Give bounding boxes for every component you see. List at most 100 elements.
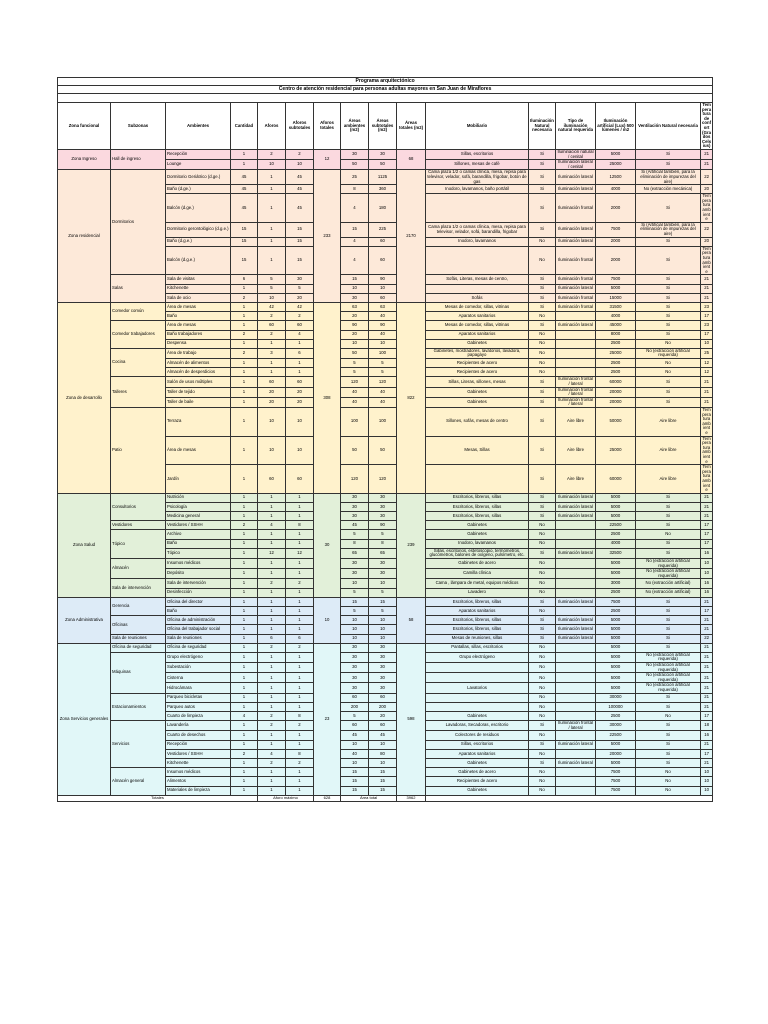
cell: 65 bbox=[340, 547, 369, 560]
cell: 1 bbox=[285, 692, 314, 703]
cell: 6 bbox=[285, 347, 314, 360]
cell: 21 bbox=[699, 624, 714, 635]
cell: 60 bbox=[285, 464, 314, 494]
cell: Iluminación lateral bbox=[555, 615, 596, 626]
cell bbox=[555, 605, 596, 617]
cell: 30 bbox=[340, 148, 369, 161]
subtitle-row: Centro de atención residencial para pers… bbox=[56, 85, 714, 94]
cell: 2 bbox=[230, 329, 258, 340]
cell: 1 bbox=[230, 633, 258, 644]
cell: 45 bbox=[230, 193, 258, 223]
cell: 12 bbox=[699, 358, 714, 369]
column-header: Tipo de iluminación natural requerida bbox=[555, 102, 596, 150]
program-row: Subestación 1 1 1 30 30 No 5000 No (extracción a… bbox=[57, 662, 714, 674]
cell bbox=[555, 710, 596, 722]
program-row: Almacén general Insumos médicos 1 1 1 15 15 Gab… bbox=[57, 767, 714, 796]
cell: No bbox=[528, 338, 556, 349]
cell: 1 bbox=[285, 367, 314, 378]
cell: 1 bbox=[257, 501, 286, 513]
cell: Iluminación lateral bbox=[555, 624, 596, 635]
cell: Aparatos sanitarios bbox=[425, 748, 529, 759]
cell: No bbox=[528, 587, 556, 598]
cell bbox=[425, 193, 529, 223]
cell: 2500 bbox=[595, 529, 636, 540]
cell: 21 bbox=[699, 283, 714, 294]
cell: Sala de reuniones bbox=[165, 633, 231, 644]
cell: Gabinetes bbox=[425, 520, 529, 531]
cell: 60 bbox=[368, 245, 397, 276]
column-header: Áreas subtotales (m2) bbox=[368, 102, 397, 150]
cell: 42 bbox=[257, 301, 286, 313]
cell: Insumos médicos bbox=[165, 557, 231, 570]
cell bbox=[555, 367, 596, 378]
aforos-totales: 308 bbox=[313, 301, 341, 494]
cell: 1 bbox=[285, 785, 314, 796]
cell: Colectores de residuos bbox=[425, 730, 529, 741]
cell: 25000 bbox=[595, 347, 636, 360]
cell: 30 bbox=[340, 557, 369, 570]
cell: 10 bbox=[340, 283, 369, 294]
cell: 15 bbox=[230, 245, 258, 276]
cell: Archivo bbox=[165, 529, 231, 540]
cell: 1 bbox=[285, 615, 314, 626]
cell bbox=[555, 520, 596, 531]
column-header: Subzonas bbox=[110, 102, 166, 150]
cell: 5000 bbox=[595, 682, 636, 694]
cell: Iluminación frontal bbox=[555, 301, 596, 313]
cell: 1 bbox=[230, 568, 258, 580]
cell: 2 bbox=[257, 642, 286, 653]
cell: 30 bbox=[340, 642, 369, 653]
cell: Gabinetes bbox=[425, 785, 529, 796]
cell: 1 bbox=[230, 464, 258, 494]
cell bbox=[555, 311, 596, 322]
cell: 5000 bbox=[595, 672, 636, 684]
cell: 5000 bbox=[595, 511, 636, 522]
table-body: Programa arquitectónico Centro de atenci… bbox=[56, 77, 714, 802]
cell: 1 bbox=[285, 776, 314, 787]
program-row: Zona Ingreso Hall de ingreso Recepción 1 2 2 1… bbox=[57, 148, 714, 171]
subzone: Hall de ingreso bbox=[110, 148, 166, 171]
cell bbox=[555, 776, 596, 787]
cell: 1 bbox=[257, 245, 286, 276]
cell: Iluminación frontal bbox=[555, 245, 596, 276]
cell: 1 bbox=[257, 701, 286, 713]
cell: 45 bbox=[285, 169, 314, 186]
cell: 10 bbox=[699, 776, 714, 787]
cell: Iluminación lateral bbox=[555, 492, 596, 503]
cell: 20 bbox=[257, 396, 286, 409]
cell: Si bbox=[635, 547, 701, 560]
cell: 17 bbox=[699, 605, 714, 617]
program-row: Almacén de desperdicios 1 1 1 5 5 Recipientes … bbox=[57, 367, 714, 378]
cell: Si bbox=[528, 193, 556, 223]
cell: Almacén de desperdicios bbox=[165, 367, 231, 378]
cell: 2 bbox=[257, 710, 286, 722]
program-row: Kitchenette 1 2 2 10 10 Gabinetes Si Iluminación… bbox=[57, 757, 714, 769]
cell: 25000 bbox=[595, 159, 636, 171]
cell: Si bbox=[528, 407, 556, 437]
cell: 25 bbox=[699, 347, 714, 360]
cell: Baño trabajadores bbox=[165, 329, 231, 340]
cell: 1 bbox=[285, 662, 314, 674]
cell: 10 bbox=[368, 615, 397, 626]
cell: 12 bbox=[257, 547, 286, 560]
cell: Terraza bbox=[165, 407, 231, 437]
cell: 20 bbox=[699, 236, 714, 247]
cell: 20 bbox=[699, 184, 714, 195]
cell: 1 bbox=[230, 148, 258, 161]
cell: 45 bbox=[340, 520, 369, 531]
cell: 10 bbox=[285, 435, 314, 466]
cell: 10 bbox=[257, 292, 286, 303]
cell: 10 bbox=[368, 338, 397, 349]
cell: 21 bbox=[699, 396, 714, 409]
cell: Si bbox=[635, 520, 701, 531]
cell: 1 bbox=[257, 184, 286, 195]
cell: 2500 bbox=[595, 338, 636, 349]
cell: 60 bbox=[368, 292, 397, 303]
cell: 90 bbox=[368, 520, 397, 531]
cell: Si bbox=[635, 292, 701, 303]
cell: 60 bbox=[257, 464, 286, 494]
cell: Si bbox=[635, 148, 701, 161]
cell: 10 bbox=[368, 578, 397, 589]
cell: Cama plaza 1/2 o camas clínica, mesa, re… bbox=[425, 221, 529, 238]
cell: Si bbox=[528, 320, 556, 331]
